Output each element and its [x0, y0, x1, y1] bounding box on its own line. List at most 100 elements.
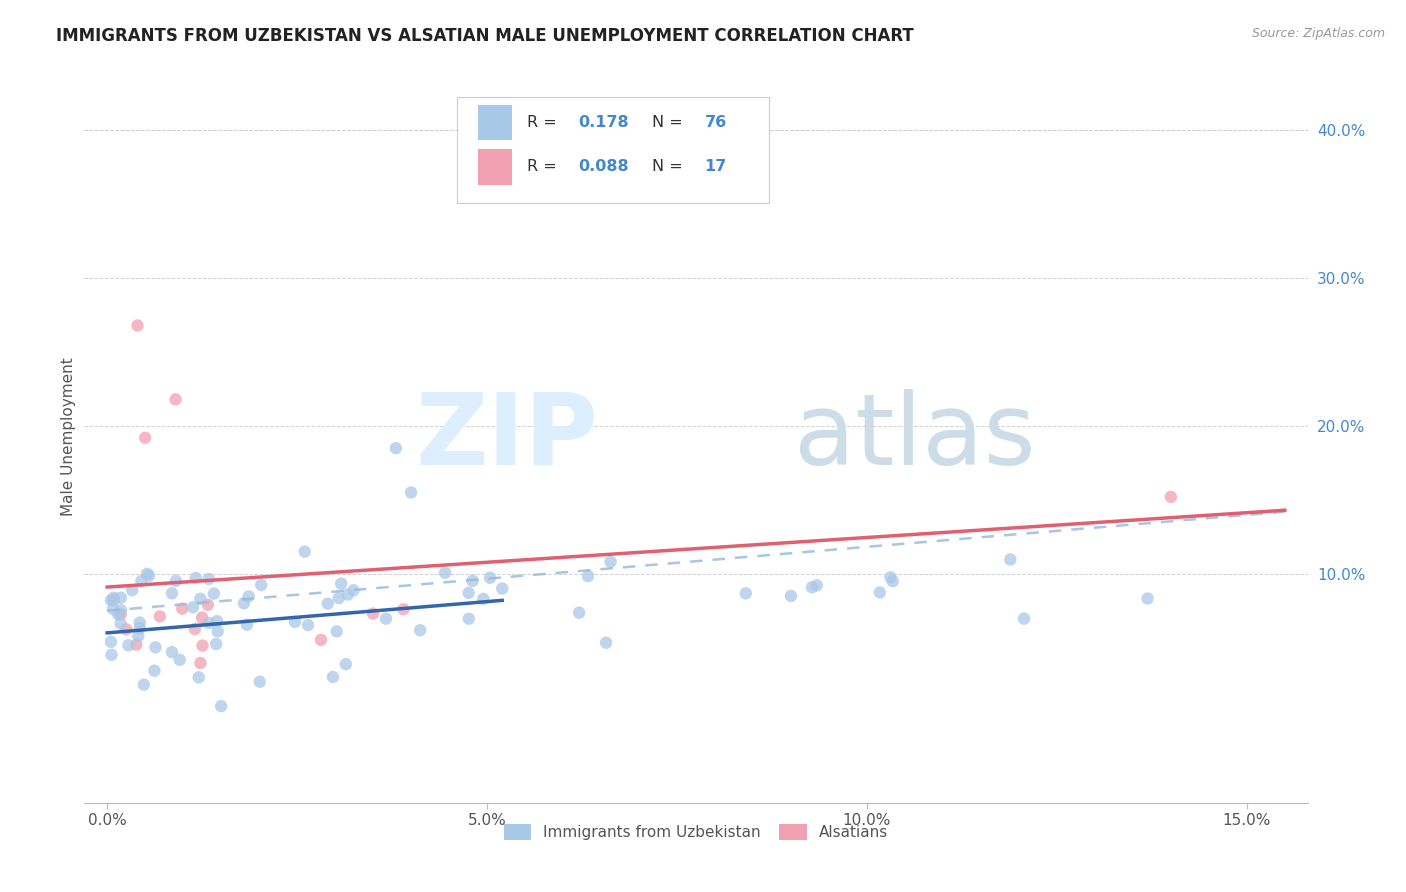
- Text: Source: ZipAtlas.com: Source: ZipAtlas.com: [1251, 27, 1385, 40]
- Point: [160, 645, 183, 659]
- Point: [209, 699, 232, 714]
- Point: [121, 583, 143, 598]
- Point: [294, 544, 316, 558]
- Point: [101, 602, 124, 616]
- Point: [149, 609, 172, 624]
- Y-axis label: Male Unemployment: Male Unemployment: [60, 358, 76, 516]
- Point: [197, 598, 219, 612]
- FancyBboxPatch shape: [457, 97, 769, 203]
- Point: [325, 624, 347, 639]
- Point: [110, 616, 132, 631]
- Point: [297, 618, 319, 632]
- Text: 17: 17: [704, 160, 727, 175]
- Bar: [478, 105, 513, 140]
- Point: [103, 593, 125, 607]
- Point: [342, 583, 364, 598]
- Point: [335, 657, 357, 672]
- Point: [172, 601, 194, 615]
- Point: [1012, 612, 1035, 626]
- Point: [595, 636, 617, 650]
- Point: [165, 392, 187, 407]
- Point: [198, 615, 221, 630]
- Point: [190, 656, 212, 670]
- Point: [136, 566, 159, 581]
- Point: [205, 614, 228, 628]
- Point: [461, 574, 484, 588]
- Point: [1000, 552, 1022, 566]
- Point: [385, 441, 408, 455]
- Text: 0.178: 0.178: [578, 115, 628, 130]
- Point: [107, 607, 129, 622]
- Point: [1160, 490, 1182, 504]
- Point: [599, 555, 621, 569]
- Point: [103, 591, 125, 605]
- Point: [187, 670, 209, 684]
- Point: [127, 318, 149, 333]
- Point: [165, 574, 187, 588]
- Point: [734, 586, 756, 600]
- Text: R =: R =: [527, 160, 562, 175]
- Point: [134, 431, 156, 445]
- Point: [117, 638, 139, 652]
- Point: [191, 639, 214, 653]
- Point: [806, 578, 828, 592]
- Text: IMMIGRANTS FROM UZBEKISTAN VS ALSATIAN MALE UNEMPLOYMENT CORRELATION CHART: IMMIGRANTS FROM UZBEKISTAN VS ALSATIAN M…: [56, 27, 914, 45]
- Point: [110, 603, 132, 617]
- Point: [434, 566, 457, 580]
- Point: [181, 600, 204, 615]
- Point: [100, 648, 122, 662]
- Point: [491, 582, 513, 596]
- Text: N =: N =: [652, 160, 688, 175]
- Point: [576, 569, 599, 583]
- Point: [361, 607, 384, 621]
- Point: [328, 591, 350, 606]
- Point: [409, 624, 432, 638]
- Point: [399, 485, 422, 500]
- Point: [479, 571, 502, 585]
- Text: N =: N =: [652, 115, 688, 130]
- Point: [131, 574, 153, 588]
- Point: [188, 591, 211, 606]
- Point: [145, 640, 167, 655]
- Text: 0.088: 0.088: [578, 160, 628, 175]
- Point: [128, 615, 150, 630]
- Point: [191, 610, 214, 624]
- Point: [100, 634, 122, 648]
- Point: [392, 602, 415, 616]
- Point: [568, 606, 591, 620]
- Point: [249, 674, 271, 689]
- Text: R =: R =: [527, 115, 562, 130]
- Point: [800, 580, 823, 594]
- Point: [207, 624, 229, 639]
- Text: ZIP: ZIP: [415, 389, 598, 485]
- Point: [110, 591, 132, 605]
- Point: [238, 590, 260, 604]
- Legend: Immigrants from Uzbekistan, Alsatians: Immigrants from Uzbekistan, Alsatians: [498, 817, 894, 847]
- Point: [115, 622, 138, 636]
- Point: [1136, 591, 1159, 606]
- Point: [128, 621, 150, 635]
- Text: atlas: atlas: [794, 389, 1035, 485]
- Point: [127, 629, 149, 643]
- Point: [184, 622, 207, 636]
- Point: [100, 593, 122, 607]
- Point: [322, 670, 344, 684]
- Point: [457, 586, 479, 600]
- Point: [882, 574, 904, 588]
- Point: [330, 576, 353, 591]
- Point: [250, 578, 273, 592]
- Point: [160, 586, 183, 600]
- Point: [125, 638, 148, 652]
- Point: [472, 591, 495, 606]
- Text: 76: 76: [704, 115, 727, 130]
- Point: [202, 586, 225, 600]
- Point: [198, 572, 221, 586]
- Point: [284, 615, 307, 629]
- Point: [336, 588, 359, 602]
- Point: [309, 632, 332, 647]
- Point: [316, 597, 339, 611]
- Point: [879, 570, 901, 584]
- Point: [457, 612, 479, 626]
- Bar: [478, 150, 513, 185]
- Point: [236, 617, 259, 632]
